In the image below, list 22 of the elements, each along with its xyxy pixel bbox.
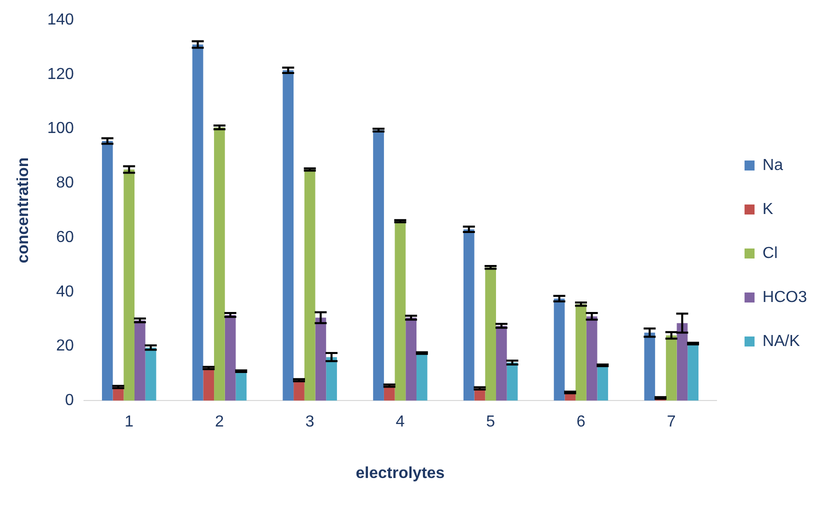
y-tick-label: 140 <box>47 11 74 28</box>
x-tick-label: 3 <box>305 414 314 431</box>
legend-label: Cl <box>762 244 778 262</box>
x-tick-label: 7 <box>666 414 676 431</box>
y-tick-label: 0 <box>64 392 74 410</box>
legend-label: HCO3 <box>762 288 808 306</box>
y-tick-label: 120 <box>47 66 74 83</box>
legend-label: Na <box>762 156 784 174</box>
legend-label: NA/K <box>762 332 800 350</box>
y-tick-label: 100 <box>47 120 74 138</box>
x-tick-label: 2 <box>215 414 224 431</box>
y-tick-label: 20 <box>56 338 74 355</box>
x-tick-label: 4 <box>396 414 405 431</box>
x-tick-label: 1 <box>124 414 134 431</box>
y-tick-label: 60 <box>56 228 74 246</box>
x-tick-label: 5 <box>486 414 496 431</box>
x-axis-title: electrolytes <box>356 464 445 482</box>
y-axis-title: concentration <box>15 157 32 264</box>
y-tick-label: 80 <box>56 174 74 192</box>
legend-label: K <box>762 200 774 218</box>
y-tick-label: 40 <box>56 283 74 300</box>
x-tick-label: 6 <box>576 414 586 431</box>
